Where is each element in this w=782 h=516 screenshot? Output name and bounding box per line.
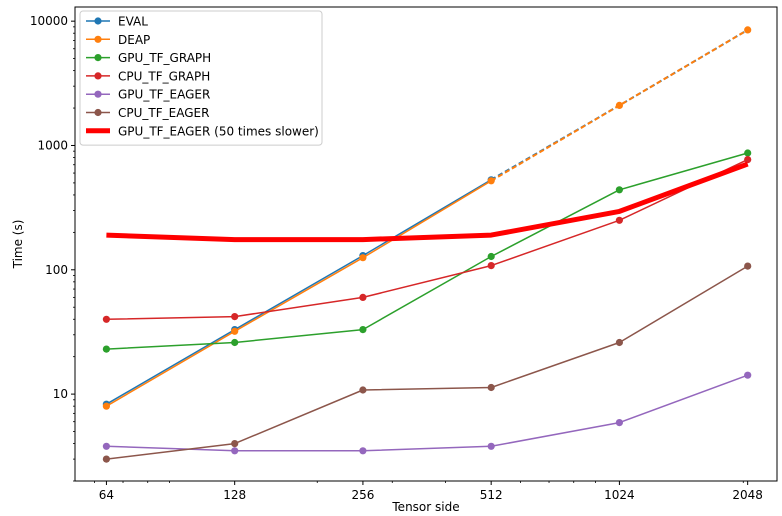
x-tick-label: 64 xyxy=(99,488,114,502)
series-1 xyxy=(102,26,752,410)
data-point xyxy=(231,338,239,347)
series-line-1 xyxy=(105,180,492,407)
data-point xyxy=(102,402,110,410)
y-tick-label: 100 xyxy=(45,263,68,277)
legend-item: GPU_TF_EAGER (50 times slower) xyxy=(86,124,319,138)
data-point xyxy=(744,149,752,157)
data-point xyxy=(102,455,110,463)
data-point xyxy=(359,254,367,262)
legend-label: GPU_TF_EAGER (50 times slower) xyxy=(118,124,319,138)
data-point xyxy=(615,101,624,109)
series-2 xyxy=(102,149,752,353)
data-point xyxy=(102,345,110,353)
x-tick-label: 512 xyxy=(480,488,503,502)
data-point xyxy=(615,419,624,427)
data-point xyxy=(615,338,624,347)
series-line-6 xyxy=(106,161,749,243)
legend-marker xyxy=(94,90,102,98)
series-line-3 xyxy=(105,158,749,321)
x-tick-label: 2048 xyxy=(732,488,763,502)
legend-item: EVAL xyxy=(86,15,148,29)
legend-label: CPU_TF_GRAPH xyxy=(118,69,210,83)
legend-marker xyxy=(94,72,102,80)
data-point xyxy=(487,262,495,270)
data-point xyxy=(102,315,110,323)
data-point xyxy=(359,293,367,301)
y-tick-label: 10000 xyxy=(30,14,68,28)
legend-item: CPU_TF_EAGER xyxy=(86,106,209,120)
legend-label: CPU_TF_EAGER xyxy=(118,106,209,120)
data-point xyxy=(615,216,624,224)
series-6 xyxy=(106,161,749,243)
series-line-5 xyxy=(105,265,749,460)
data-point xyxy=(487,252,495,261)
series-4 xyxy=(102,371,752,455)
x-tick-label: 1024 xyxy=(604,488,635,502)
data-point xyxy=(231,440,239,448)
data-point xyxy=(102,442,110,450)
legend-label: GPU_TF_GRAPH xyxy=(118,51,211,65)
y-axis-label: Time (s) xyxy=(11,220,25,270)
legend-marker xyxy=(94,17,102,25)
legend-marker xyxy=(94,108,102,117)
legend-item: GPU_TF_GRAPH xyxy=(86,51,211,65)
legend-box xyxy=(79,10,323,146)
data-point xyxy=(615,186,624,194)
data-point xyxy=(359,386,367,394)
legend: EVAL DEAP GPU_TF_GRAPH CPU_TF_GRAPH GPU_TF_E… xyxy=(79,10,323,146)
y-tick-label: 1000 xyxy=(37,138,68,152)
data-point xyxy=(231,447,239,455)
data-point xyxy=(487,442,495,450)
series-line-2 xyxy=(105,152,749,350)
legend-label: EVAL xyxy=(118,15,148,29)
series-3 xyxy=(102,156,752,323)
data-point xyxy=(359,326,367,334)
legend-item: CPU_TF_GRAPH xyxy=(86,69,210,83)
data-point xyxy=(744,26,752,34)
data-point xyxy=(231,327,239,335)
x-tick-label: 128 xyxy=(223,488,246,502)
series-layer xyxy=(102,26,752,463)
data-point xyxy=(359,447,367,455)
legend-marker xyxy=(94,54,102,62)
axes-layer: 64 128 256 512 1024 2048 10 100 1000 10000 xyxy=(30,6,778,502)
x-tick-label: 256 xyxy=(351,488,374,502)
data-point xyxy=(744,156,752,164)
legend-marker xyxy=(94,35,102,43)
y-tick-label: 10 xyxy=(53,387,68,401)
x-axis-label: Tensor side xyxy=(391,500,459,514)
axes-frame xyxy=(74,6,778,482)
series-5 xyxy=(102,262,752,463)
data-point xyxy=(744,262,752,270)
data-point xyxy=(231,313,239,321)
data-point xyxy=(487,177,495,185)
data-point xyxy=(487,383,495,392)
legend-label: GPU_TF_EAGER xyxy=(118,88,210,102)
legend-item: GPU_TF_EAGER xyxy=(86,88,210,102)
legend-item: DEAP xyxy=(86,33,150,47)
series-line-4 xyxy=(105,374,749,452)
legend-label: DEAP xyxy=(118,33,150,47)
data-point xyxy=(744,371,752,379)
series-line-0 xyxy=(105,179,492,405)
